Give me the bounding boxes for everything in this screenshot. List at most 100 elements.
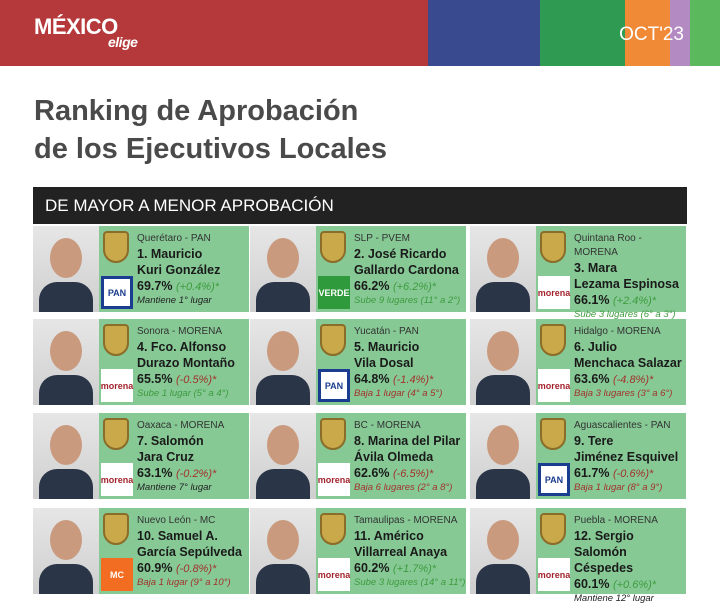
approval-pct: 60.9%: [137, 561, 173, 575]
approval-change: (+1.7%)*: [392, 563, 437, 575]
governor-name-1: 3. Mara: [574, 261, 618, 275]
ranking-card: PAN Querétaro - PAN 1. Mauricio Kuri Gon…: [33, 226, 249, 312]
state-party: Quintana Roo - MORENA: [574, 233, 642, 258]
governor-name-1: 6. Julio: [574, 340, 618, 354]
state-seal-icon: [540, 324, 566, 356]
party-logo-icon: VERDE: [318, 276, 350, 309]
page-title: Ranking de Aprobación de los Ejecutivos L…: [34, 92, 387, 168]
ranking-card: morena Puebla - MORENA 12. Sergio Salomó…: [470, 508, 686, 604]
approval-change: (-4.8%)*: [612, 374, 654, 386]
state-party: Nuevo León - MC: [137, 515, 216, 526]
approval-change: (-0.6%)*: [612, 468, 654, 480]
state-seal-icon: [320, 324, 346, 356]
state-party: Hidalgo - MORENA: [574, 326, 661, 337]
governor-name-1: 2. José Ricardo: [354, 247, 447, 261]
approval-pct: 64.8%: [354, 372, 390, 386]
rank-movement: Baja 6 lugares (2° a 8°): [354, 482, 453, 493]
state-seal-icon: [320, 513, 346, 545]
approval-pct: 66.1%: [574, 293, 610, 307]
state-seal-icon: [103, 418, 129, 450]
rank-movement: Baja 1 lugar (8° a 9°): [574, 482, 663, 493]
state-party: Aguascalientes - PAN: [574, 420, 671, 431]
rank-movement: Baja 1 lugar (9° a 10°): [137, 577, 231, 588]
color-band: [0, 0, 428, 66]
state-seal-icon: [103, 324, 129, 356]
ranking-card: morena BC - MORENA 8. Marina del Pilar Á…: [250, 413, 466, 499]
ranking-card: morena Sonora - MORENA 4. Fco. Alfonso D…: [33, 319, 249, 405]
governor-name-2: Lezama Espinosa: [574, 277, 679, 291]
approval-pct: 63.6%: [574, 372, 610, 386]
approval-pct: 69.7%: [137, 279, 173, 293]
section-header: DE MAYOR A MENOR APROBACIÓN: [33, 187, 687, 224]
governor-photo: [250, 508, 316, 594]
ranking-card: PAN Yucatán - PAN 5. Mauricio Vila Dosal…: [250, 319, 466, 405]
party-logo-icon: PAN: [318, 369, 350, 402]
brand-sub: elige: [108, 34, 138, 50]
rank-movement: Baja 1 lugar (4° a 5°): [354, 388, 443, 399]
approval-pct: 61.7%: [574, 466, 610, 480]
state-seal-icon: [320, 418, 346, 450]
governor-name-1: 11. Américo: [354, 529, 424, 543]
governor-photo: [250, 226, 316, 312]
approval-pct: 62.6%: [354, 466, 390, 480]
party-logo-icon: morena: [101, 369, 133, 402]
approval-pct: 65.5%: [137, 372, 173, 386]
party-logo-icon: morena: [101, 463, 133, 496]
approval-pct: 63.1%: [137, 466, 173, 480]
approval-change: (-0.5%)*: [175, 374, 217, 386]
party-logo-icon: MC: [101, 558, 133, 591]
governor-photo: [250, 319, 316, 405]
governor-photo: [33, 508, 99, 594]
governor-name-1: 10. Samuel A.: [137, 529, 218, 543]
state-party: Oaxaca - MORENA: [137, 420, 225, 431]
governor-name-1: 4. Fco. Alfonso: [137, 340, 227, 354]
rank-movement: Sube 3 lugares (6° a 3°): [574, 309, 676, 320]
state-seal-icon: [540, 418, 566, 450]
governor-photo: [33, 319, 99, 405]
party-logo-icon: morena: [538, 558, 570, 591]
state-party: BC - MORENA: [354, 420, 421, 431]
governor-photo: [33, 413, 99, 499]
rank-movement: Mantiene 12° lugar: [574, 593, 654, 604]
governor-name-1: 8. Marina del Pilar: [354, 434, 461, 448]
governor-name-2: Jiménez Esquivel: [574, 450, 679, 464]
state-party: Sonora - MORENA: [137, 326, 223, 337]
rank-movement: Mantiene 1° lugar: [137, 295, 212, 306]
state-party: Tamaulipas - MORENA: [354, 515, 458, 526]
governor-photo: [470, 508, 536, 594]
color-band: [428, 0, 540, 66]
governor-name-2: Vila Dosal: [354, 356, 414, 370]
edition-date: OCT'23: [619, 24, 684, 45]
state-seal-icon: [103, 231, 129, 263]
state-seal-icon: [540, 513, 566, 545]
rank-movement: Sube 1 lugar (5° a 4°): [137, 388, 229, 399]
approval-change: (-0.2%)*: [175, 468, 217, 480]
governor-name-2: Céspedes: [574, 561, 634, 575]
state-party: SLP - PVEM: [354, 233, 410, 244]
governor-photo: [470, 413, 536, 499]
party-logo-icon: PAN: [538, 463, 570, 496]
brand: MÉXICO: [34, 14, 118, 39]
title-line-1: Ranking de Aprobación: [34, 95, 359, 127]
rank-movement: Baja 3 lugares (3° a 6°): [574, 388, 673, 399]
governor-name-2: Jara Cruz: [137, 450, 194, 464]
approval-change: (+6.2%)*: [392, 281, 437, 293]
ranking-card: morena Tamaulipas - MORENA 11. Américo V…: [250, 508, 466, 594]
party-logo-icon: morena: [318, 558, 350, 591]
governor-photo: [33, 226, 99, 312]
governor-name-2: Ávila Olmeda: [354, 450, 434, 464]
ranking-card: morena Hidalgo - MORENA 6. Julio Menchac…: [470, 319, 686, 405]
state-party: Querétaro - PAN: [137, 233, 211, 244]
approval-change: (-0.8%)*: [175, 563, 217, 575]
ranking-card: morena Quintana Roo - MORENA 3. Mara Lez…: [470, 226, 686, 320]
approval-pct: 60.1%: [574, 577, 610, 591]
state-seal-icon: [540, 231, 566, 263]
rank-movement: Sube 9 lugares (11° a 2°): [354, 295, 461, 306]
party-logo-icon: morena: [318, 463, 350, 496]
governor-name-1: 12. Sergio Salomón: [574, 529, 634, 559]
governor-name-2: García Sepúlveda: [137, 545, 242, 559]
approval-change: (+0.4%)*: [175, 281, 220, 293]
state-seal-icon: [103, 513, 129, 545]
state-party: Yucatán - PAN: [354, 326, 419, 337]
color-band: [690, 0, 720, 66]
